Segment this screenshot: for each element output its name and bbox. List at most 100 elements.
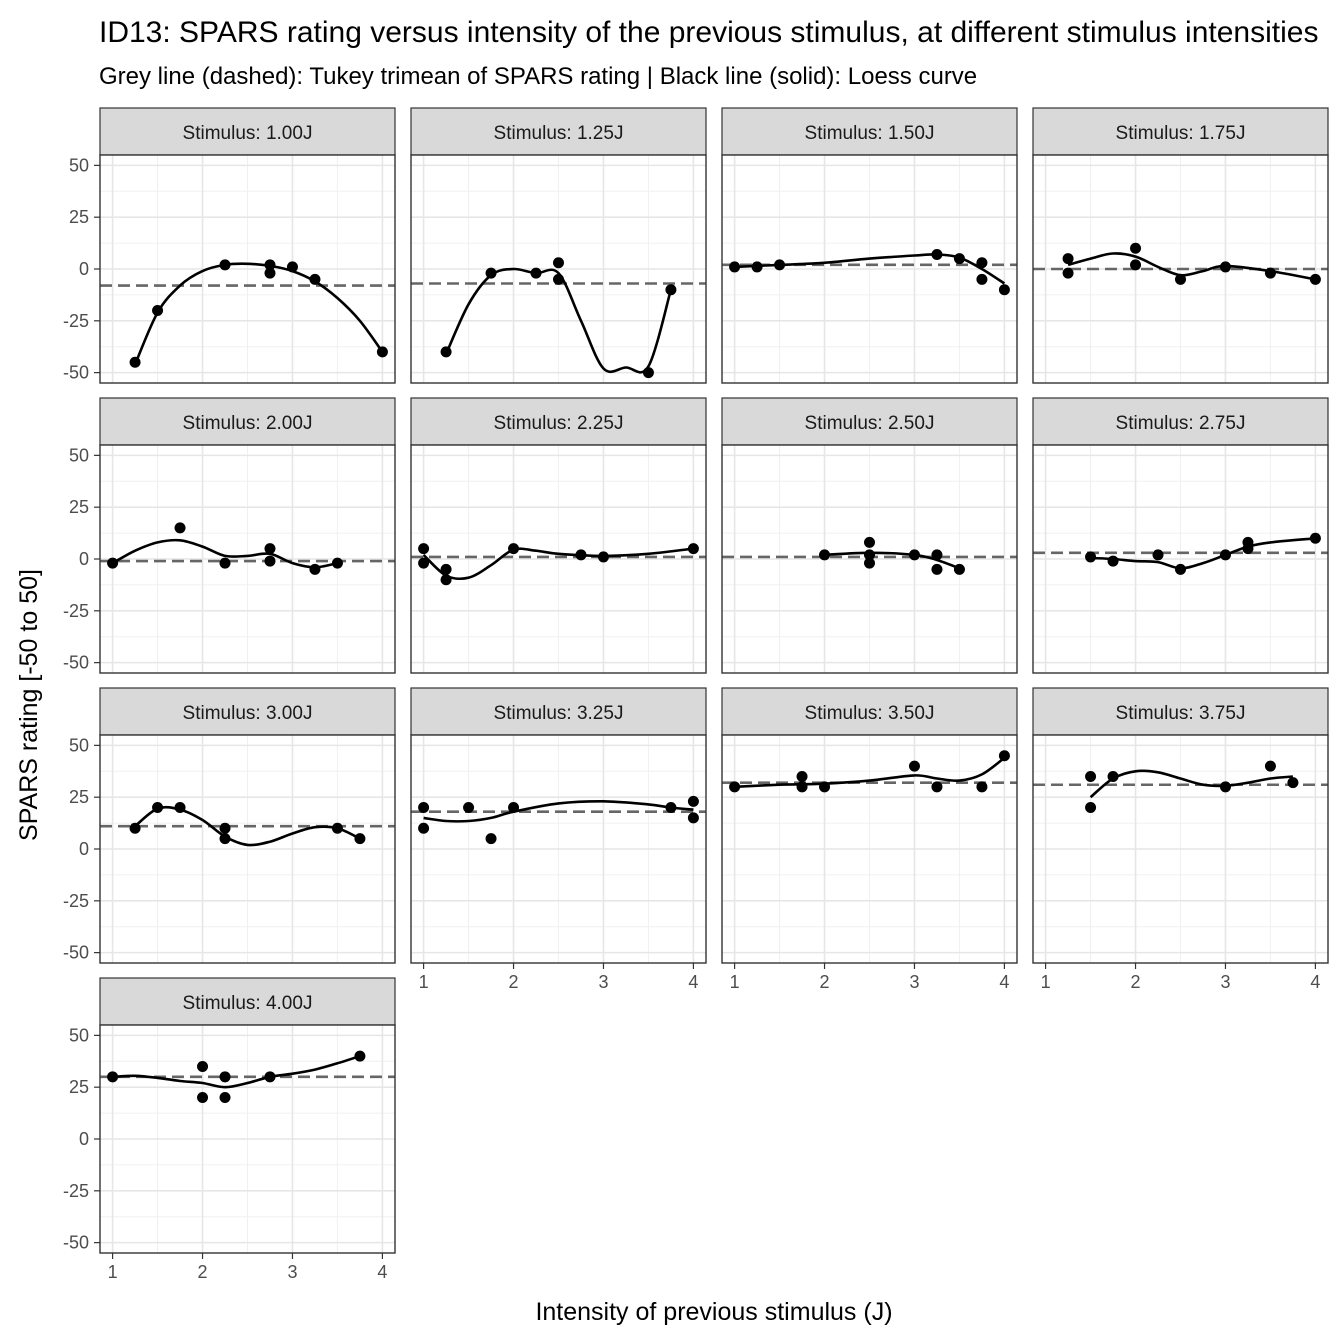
data-point xyxy=(354,1050,366,1062)
data-point xyxy=(219,1071,231,1083)
facet-strip-label: Stimulus: 2.00J xyxy=(183,413,313,434)
data-point xyxy=(796,770,808,782)
facet-panel: Stimulus: 2.00J -50 -25 0 25 50 xyxy=(63,397,396,674)
loess-curve xyxy=(423,799,694,823)
data-point xyxy=(174,522,186,534)
y-tick-label: 0 xyxy=(79,259,89,279)
loess-curve xyxy=(111,538,338,569)
data-point xyxy=(864,557,875,569)
data-point xyxy=(1175,273,1186,285)
data-point xyxy=(309,563,321,575)
y-tick-label: -25 xyxy=(63,1181,89,1201)
panel-border xyxy=(410,444,707,674)
x-tick-label: 2 xyxy=(198,1262,208,1282)
data-point xyxy=(1152,549,1164,561)
data-point xyxy=(1107,770,1119,782)
y-tick-label: -50 xyxy=(63,1233,89,1253)
loess-curve xyxy=(734,756,1006,789)
facet-strip xyxy=(99,107,396,156)
panel-border xyxy=(1032,154,1329,384)
facet-strip-label: Stimulus: 3.75J xyxy=(1116,703,1246,724)
data-point xyxy=(264,555,276,567)
data-point xyxy=(485,267,497,279)
data-point xyxy=(998,750,1010,762)
data-point xyxy=(729,781,741,793)
data-point xyxy=(286,261,298,273)
chart-subtitle: Grey line (dashed): Tukey trimean of SPA… xyxy=(99,63,977,90)
x-tick-label: 4 xyxy=(377,1262,387,1282)
panel-border xyxy=(410,734,707,964)
data-point xyxy=(219,557,231,569)
facet-strip-label: Stimulus: 2.50J xyxy=(805,413,935,434)
panel-border xyxy=(721,444,1018,674)
y-tick-label: -25 xyxy=(63,601,89,621)
loess-curve xyxy=(734,253,1006,285)
data-point xyxy=(976,781,988,793)
data-point xyxy=(1175,563,1186,575)
facet-strip-label: Stimulus: 2.25J xyxy=(494,413,624,434)
data-point xyxy=(1085,551,1097,563)
data-point xyxy=(508,543,520,555)
facet-strip xyxy=(1032,107,1329,156)
data-point xyxy=(129,822,141,834)
facet-panel: Stimulus: 4.00J -50 -25 0 25 50 1 2 3 4 xyxy=(63,977,396,1282)
data-point xyxy=(219,822,231,834)
facet-strip-label: Stimulus: 4.00J xyxy=(183,993,313,1014)
data-point xyxy=(485,833,497,845)
data-point xyxy=(129,356,141,368)
data-point xyxy=(508,802,520,814)
data-point xyxy=(908,549,920,561)
data-point xyxy=(751,261,763,273)
panel-border xyxy=(721,734,1018,964)
facet-panel: Stimulus: 1.75J xyxy=(1032,107,1329,384)
data-point xyxy=(530,267,542,279)
data-point xyxy=(575,549,587,561)
data-point xyxy=(440,574,452,586)
loess-curve xyxy=(112,1054,361,1089)
y-tick-label: 50 xyxy=(69,1025,89,1045)
data-point xyxy=(152,802,164,814)
data-point xyxy=(553,273,564,285)
facet-strip-label: Stimulus: 1.75J xyxy=(1116,123,1246,144)
data-point xyxy=(264,1071,276,1083)
data-point xyxy=(687,812,699,824)
x-tick-label: 2 xyxy=(1131,972,1141,992)
data-point xyxy=(219,1092,231,1104)
facet-strip xyxy=(721,397,1018,446)
facet-strip xyxy=(410,397,707,446)
data-point xyxy=(774,259,786,271)
x-tick-label: 2 xyxy=(509,972,519,992)
data-point xyxy=(665,802,677,814)
data-point xyxy=(1062,267,1074,279)
loess-curve xyxy=(1090,537,1316,570)
facet-panel: Stimulus: 3.50J 1 2 3 4 xyxy=(721,687,1018,992)
facet-strip-label: Stimulus: 1.00J xyxy=(183,123,313,144)
facet-strip-label: Stimulus: 3.50J xyxy=(805,703,935,724)
data-point xyxy=(264,267,276,279)
data-point xyxy=(440,346,452,358)
data-point xyxy=(376,346,388,358)
loess-curve xyxy=(1067,252,1316,281)
data-point xyxy=(819,549,831,561)
data-point xyxy=(418,557,430,569)
data-point xyxy=(463,802,475,814)
data-point xyxy=(1219,261,1231,273)
facet-strip xyxy=(410,107,707,156)
data-point xyxy=(729,261,741,273)
data-point xyxy=(908,760,920,772)
x-tick-label: 3 xyxy=(1220,972,1230,992)
x-tick-label: 1 xyxy=(419,972,429,992)
loess-curve xyxy=(422,547,694,581)
data-point xyxy=(197,1060,209,1072)
data-point xyxy=(976,273,988,285)
facet-strip xyxy=(410,687,707,736)
loess-curve xyxy=(133,262,384,365)
data-point xyxy=(864,549,875,561)
y-tick-label: 25 xyxy=(69,787,89,807)
facet-panel: Stimulus: 1.50J xyxy=(721,107,1018,384)
data-point xyxy=(331,557,343,569)
facet-panel: Stimulus: 2.75J xyxy=(1032,397,1329,674)
data-point xyxy=(1219,781,1231,793)
facet-strip xyxy=(99,687,396,736)
facet-panel: Stimulus: 1.25J xyxy=(410,107,707,384)
